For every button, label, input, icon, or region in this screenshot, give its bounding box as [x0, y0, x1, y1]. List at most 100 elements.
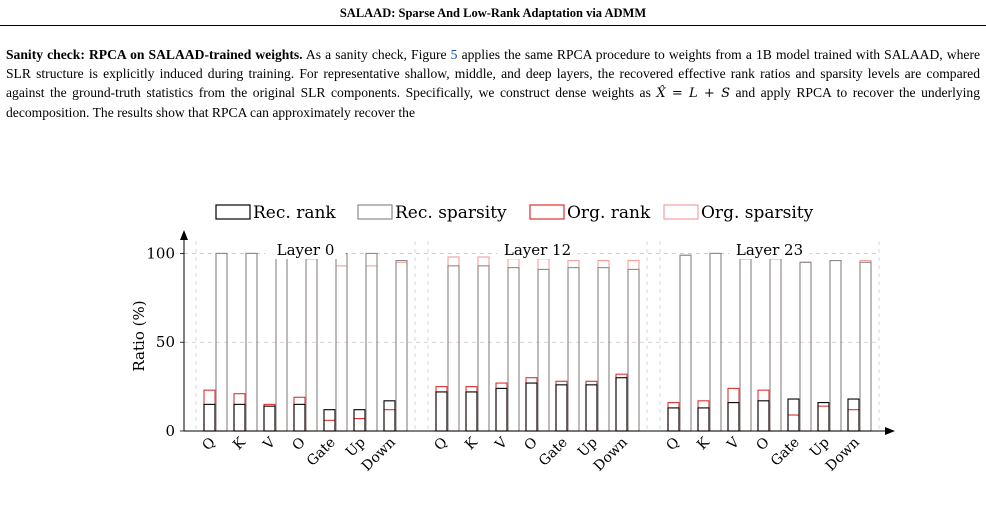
bar-org-rank: [615, 373, 628, 432]
x-tick-label: Q: [431, 435, 450, 454]
bar-rec-sparsity: [739, 258, 752, 432]
bar-rec-sparsity: [799, 261, 812, 432]
legend-label: Org. sparsity: [701, 203, 814, 223]
x-axis-arrow: [885, 427, 895, 435]
x-tick-label: Down: [823, 435, 863, 475]
bar-rec-rank: [435, 391, 448, 432]
inline-equation: X̂ = L + S: [656, 86, 730, 101]
bar-rec-rank: [383, 400, 396, 432]
bar-org-rank: [727, 387, 740, 432]
y-axis-label: Ratio (%): [130, 300, 148, 371]
x-tick-label: K: [462, 434, 481, 453]
running-header-title: SALAAD: Sparse And Low-Rank Adaptation v…: [339, 6, 647, 20]
bar-org-rank: [555, 380, 568, 432]
bar-rec-sparsity: [305, 258, 318, 432]
bar-org-rank: [263, 403, 276, 432]
legend-swatch: [529, 204, 565, 220]
bar-org-sparsity: [335, 265, 348, 432]
y-tick-label: 50: [156, 333, 175, 351]
bar-rec-sparsity: [477, 265, 490, 432]
legend-label: Rec. rank: [253, 203, 336, 223]
bar-org-rank: [293, 396, 306, 432]
x-tick-label: Gate: [304, 435, 339, 470]
x-tick-label: K: [230, 434, 249, 453]
bar-org-rank: [817, 405, 830, 432]
bar-org-rank: [757, 389, 770, 432]
rpca-ratio-bar-chart: Rec. rank Rec. sparsity Org. rank Org. spar…: [130, 203, 895, 475]
bar-rec-sparsity: [597, 267, 610, 432]
bar-rec-rank: [727, 402, 740, 432]
x-tick-label: Down: [359, 435, 399, 475]
bar-rec-sparsity: [447, 265, 460, 432]
paragraph-heading: Sanity check: RPCA on SALAAD-trained wei…: [6, 47, 303, 62]
bar-rec-sparsity: [859, 261, 872, 432]
bar-rec-rank: [353, 409, 366, 432]
legend-label: Rec. sparsity: [395, 203, 507, 223]
bar-org-rank: [525, 377, 538, 432]
y-tick-label: 0: [165, 422, 175, 440]
bar-org-rank: [667, 402, 680, 432]
bar-rec-rank: [293, 403, 306, 432]
bar-rec-rank: [615, 377, 628, 432]
bar-rec-rank: [817, 402, 830, 432]
bar-rec-rank: [495, 387, 508, 432]
bar-rec-rank: [525, 382, 538, 432]
bar-org-rank: [495, 382, 508, 432]
x-tick-label: Gate: [536, 435, 571, 470]
bar-org-rank: [585, 380, 598, 432]
x-tick-label: Q: [199, 435, 218, 454]
bar-rec-sparsity: [507, 267, 520, 432]
bar-org-sparsity: [739, 254, 752, 432]
bar-org-sparsity: [567, 259, 580, 432]
paragraph-text-2: applies the same RPCA procedure to weigh…: [6, 47, 981, 100]
bar-org-sparsity: [507, 258, 520, 432]
chart-gridlines: [184, 241, 880, 431]
legend-label: Org. rank: [567, 203, 651, 223]
bar-rec-rank: [847, 398, 860, 432]
bar-org-sparsity: [365, 265, 378, 432]
bar-rec-sparsity: [567, 267, 580, 432]
group-label: Layer 12: [504, 241, 571, 259]
body-paragraph: Sanity check: RPCA on SALAAD-trained wei…: [6, 45, 980, 122]
bar-rec-rank: [465, 391, 478, 432]
bar-org-sparsity: [275, 254, 288, 432]
group-label-bg: [497, 239, 578, 259]
bar-rec-rank: [233, 403, 246, 432]
bar-rec-rank: [263, 405, 276, 432]
group-label: Layer 23: [736, 241, 803, 259]
bar-org-rank: [465, 386, 478, 432]
legend-swatch: [357, 204, 393, 220]
bar-org-sparsity: [537, 258, 550, 432]
x-tick-label: V: [492, 434, 512, 454]
x-tick-label: K: [694, 434, 713, 453]
bar-org-sparsity: [829, 259, 842, 432]
bar-org-sparsity: [799, 261, 812, 432]
bar-rec-rank: [585, 384, 598, 432]
x-tick-label: V: [260, 434, 280, 454]
bar-rec-sparsity: [769, 258, 782, 432]
bar-org-rank: [203, 389, 216, 432]
bar-rec-rank: [555, 384, 568, 432]
x-tick-label: O: [753, 435, 772, 454]
legend-swatch: [215, 204, 251, 220]
y-axis-arrow: [180, 230, 188, 240]
bar-rec-rank: [667, 407, 680, 432]
bar-org-rank: [233, 393, 246, 432]
header-rule: [0, 25, 986, 26]
bar-org-sparsity: [627, 259, 640, 432]
bar-org-rank: [353, 418, 366, 432]
bar-org-sparsity: [859, 259, 872, 432]
bar-rec-rank: [203, 403, 216, 432]
x-tick-label: Q: [663, 435, 682, 454]
bar-rec-sparsity: [679, 254, 692, 432]
bar-rec-rank: [757, 400, 770, 432]
bar-org-sparsity: [597, 259, 610, 432]
chart-legend: Rec. rank Rec. sparsity Org. rank Org. spar…: [215, 203, 814, 223]
bar-rec-sparsity: [395, 259, 408, 432]
paragraph-text-3: and apply RPCA to recover the underlying…: [6, 85, 981, 120]
group-label-bg: [265, 239, 346, 259]
bar-rec-sparsity: [627, 268, 640, 432]
x-tick-label: O: [521, 435, 540, 454]
figure-reference-link[interactable]: 5: [450, 47, 458, 62]
